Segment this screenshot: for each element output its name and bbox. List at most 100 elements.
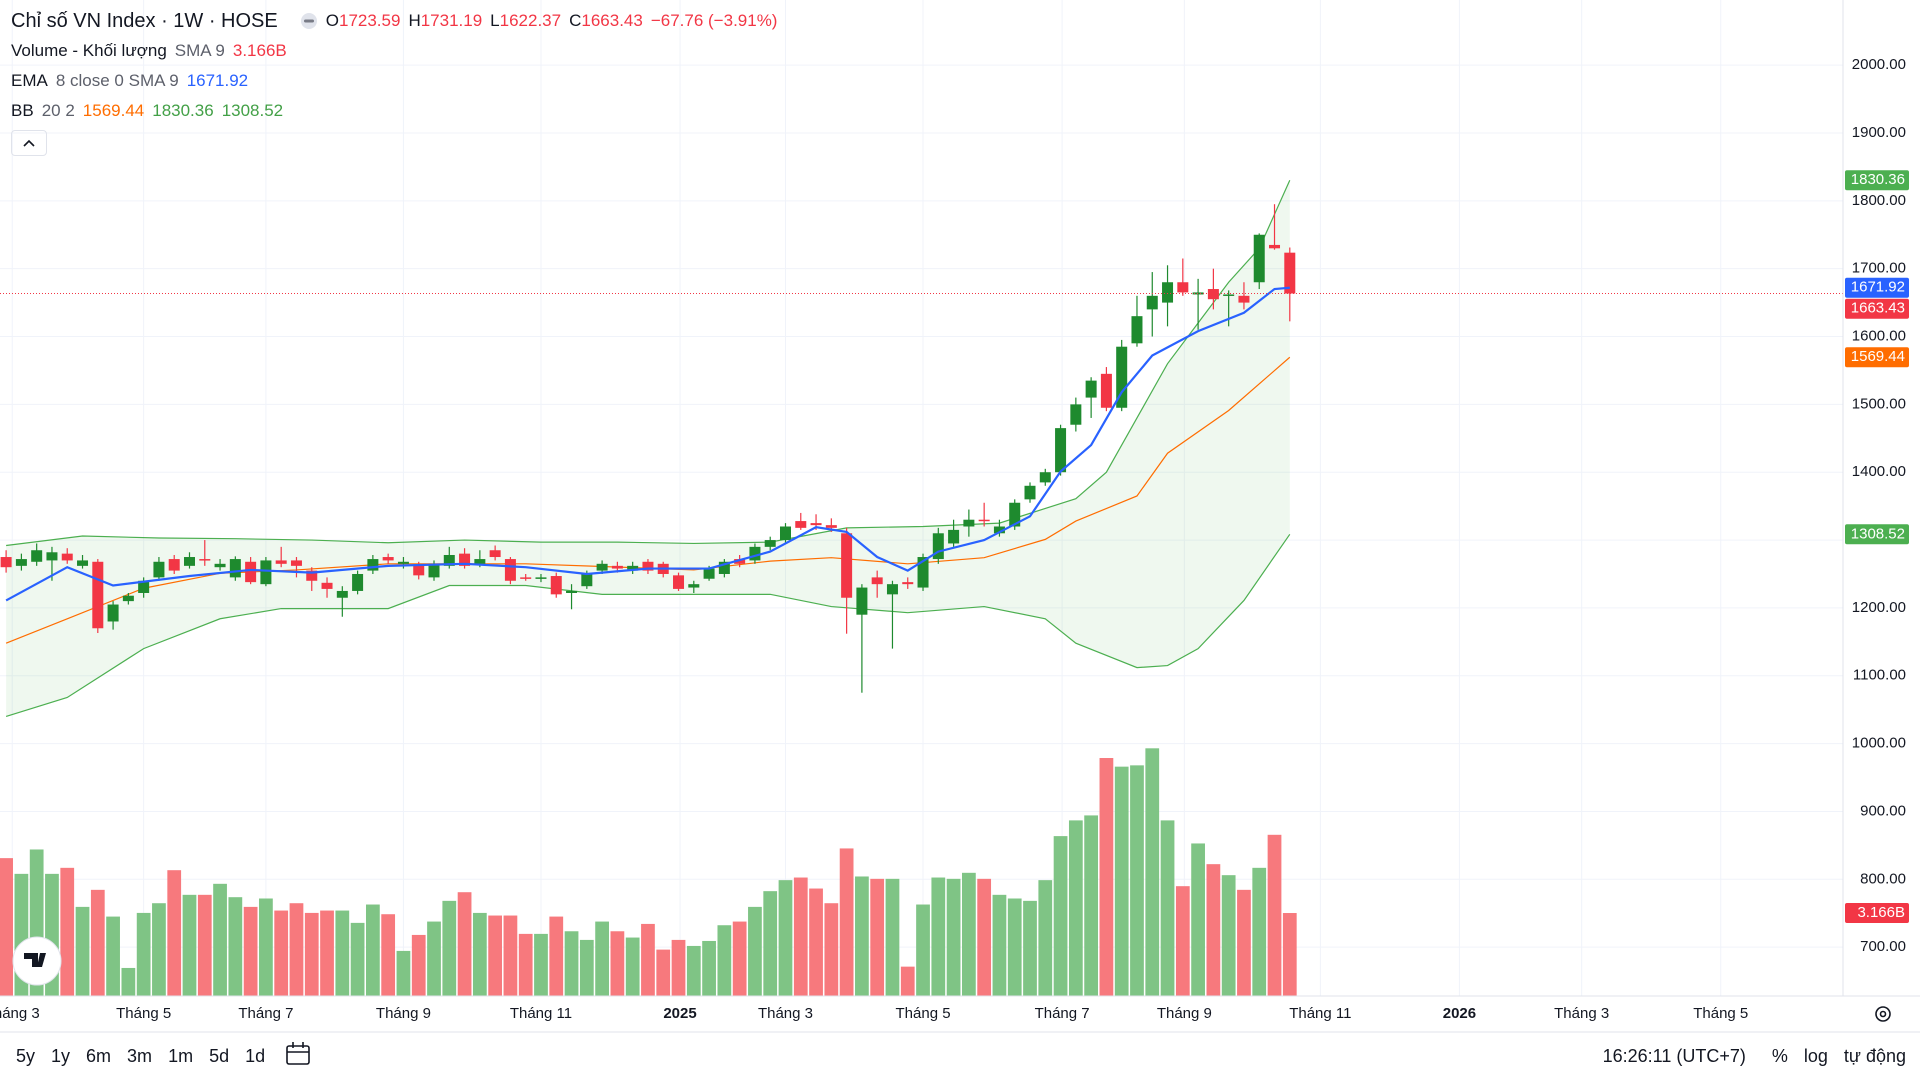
candle-body bbox=[1269, 244, 1281, 249]
volume-bar bbox=[595, 921, 609, 996]
scale-option[interactable]: log bbox=[1803, 1045, 1828, 1066]
candle-body bbox=[245, 561, 257, 583]
candle-body bbox=[428, 563, 440, 578]
volume-bar bbox=[60, 867, 75, 996]
volume-bar bbox=[427, 921, 441, 996]
candle-body bbox=[229, 559, 241, 578]
indicator-value: 1671.92 bbox=[186, 71, 249, 90]
change: −67.76 (−3.91%) bbox=[650, 11, 778, 30]
bb-lower-tag: 1308.52 bbox=[1851, 525, 1905, 542]
candle-body bbox=[627, 565, 639, 571]
price-tag-bg bbox=[1845, 347, 1909, 368]
candle-body bbox=[520, 577, 532, 579]
candle-body bbox=[1116, 346, 1128, 408]
indicator-value: 1830.36 bbox=[152, 101, 214, 120]
range-button[interactable]: 1d bbox=[245, 1045, 266, 1066]
indicator-name[interactable]: BB bbox=[11, 101, 34, 120]
candle-body bbox=[168, 559, 180, 571]
bb-basis-tag: 1569.44 bbox=[1851, 348, 1905, 365]
volume-bar bbox=[748, 906, 762, 996]
range-button[interactable]: 3m bbox=[127, 1045, 153, 1066]
volume-bar bbox=[259, 898, 273, 996]
volume-bar bbox=[824, 903, 839, 996]
volume-bar bbox=[75, 906, 90, 996]
calendar-icon[interactable] bbox=[286, 1042, 310, 1065]
x-tick-label: Tháng 11 bbox=[510, 1005, 572, 1022]
candle-body bbox=[290, 560, 302, 566]
clock[interactable]: 16:26:11 (UTC+7) bbox=[1602, 1045, 1746, 1066]
volume-bar bbox=[564, 931, 579, 996]
settings-icon[interactable] bbox=[1875, 1006, 1891, 1022]
volume-bar bbox=[182, 894, 197, 996]
indicator-name[interactable]: Volume - Khối lượng bbox=[11, 41, 167, 60]
x-tick-label: Tháng 7 bbox=[1035, 1005, 1090, 1022]
y-tick-label: 1800.00 bbox=[1852, 192, 1906, 209]
candle-body bbox=[764, 540, 776, 547]
candle-body bbox=[566, 590, 578, 593]
range-button[interactable]: 5d bbox=[209, 1045, 230, 1066]
volume-bar bbox=[396, 950, 411, 996]
legend: Chỉ số VN Index · 1W · HOSE O1723.59 H17… bbox=[11, 6, 777, 156]
price-tag-bg bbox=[1845, 170, 1909, 191]
range-button[interactable]: 1m bbox=[168, 1045, 194, 1066]
candle-body bbox=[841, 533, 853, 598]
volume-bar bbox=[243, 906, 258, 996]
bb-fill bbox=[6, 180, 1290, 717]
collapse-button[interactable] bbox=[11, 130, 47, 156]
ohlc-value: 1663.43 bbox=[581, 11, 643, 30]
x-tick-label: Tháng 9 bbox=[1157, 1005, 1212, 1022]
candle-body bbox=[77, 560, 89, 566]
y-tick-label: 1400.00 bbox=[1852, 463, 1906, 480]
volume-bar bbox=[1145, 748, 1160, 996]
candle-body bbox=[489, 550, 501, 558]
y-tick-label: 900.00 bbox=[1860, 802, 1906, 819]
volume-bar bbox=[900, 966, 915, 996]
candle-body bbox=[917, 557, 929, 588]
range-button[interactable]: 5y bbox=[16, 1045, 36, 1066]
volume-bar bbox=[855, 876, 869, 996]
volume-bar bbox=[442, 900, 457, 996]
range-button[interactable]: 6m bbox=[86, 1045, 112, 1066]
volume-bar bbox=[1130, 765, 1144, 996]
volume-bar bbox=[106, 916, 120, 996]
volume-bar bbox=[518, 933, 533, 996]
candle-body bbox=[1055, 428, 1067, 473]
x-tick-label: Tháng 3 bbox=[758, 1005, 813, 1022]
candle-body bbox=[978, 519, 990, 522]
tradingview-logo[interactable] bbox=[12, 936, 62, 986]
scale-option[interactable]: tự động bbox=[1843, 1045, 1906, 1066]
symbol-title[interactable]: Chỉ số VN Index · 1W · HOSE bbox=[11, 10, 278, 32]
range-button[interactable]: 1y bbox=[51, 1045, 71, 1066]
volume-bar bbox=[335, 910, 350, 996]
volume-bar bbox=[579, 939, 594, 996]
candle-body bbox=[138, 580, 150, 593]
candle-body bbox=[1284, 252, 1296, 294]
volume-bar bbox=[931, 877, 946, 996]
scale-option[interactable]: % bbox=[1771, 1045, 1788, 1066]
candle-body bbox=[1009, 502, 1021, 527]
candle-body bbox=[260, 560, 272, 585]
volume-bar bbox=[381, 914, 396, 996]
legend-ema: EMA 8 close 0 SMA 9 1671.92 bbox=[11, 66, 777, 96]
last-price-tag: 1663.43 bbox=[1851, 300, 1905, 317]
volume-bar bbox=[167, 870, 182, 996]
legend-main: Chỉ số VN Index · 1W · HOSE O1723.59 H17… bbox=[11, 6, 777, 36]
volume-bar bbox=[152, 903, 166, 996]
candle-body bbox=[199, 559, 211, 561]
candle-body bbox=[749, 546, 761, 561]
candle-body bbox=[474, 559, 486, 564]
volume-bar bbox=[992, 894, 1007, 996]
candle-body bbox=[61, 553, 73, 561]
status-icon bbox=[300, 13, 317, 29]
volume-bar bbox=[686, 945, 701, 996]
candle-body bbox=[413, 565, 425, 576]
volume-bar bbox=[732, 921, 747, 996]
candle-body bbox=[336, 590, 348, 598]
volume-bar bbox=[916, 904, 930, 996]
indicator-name[interactable]: EMA bbox=[11, 71, 48, 90]
candle-body bbox=[1100, 373, 1112, 408]
candle-body bbox=[107, 604, 119, 622]
candle-body bbox=[153, 561, 165, 578]
indicator-value: 1569.44 bbox=[82, 101, 145, 120]
